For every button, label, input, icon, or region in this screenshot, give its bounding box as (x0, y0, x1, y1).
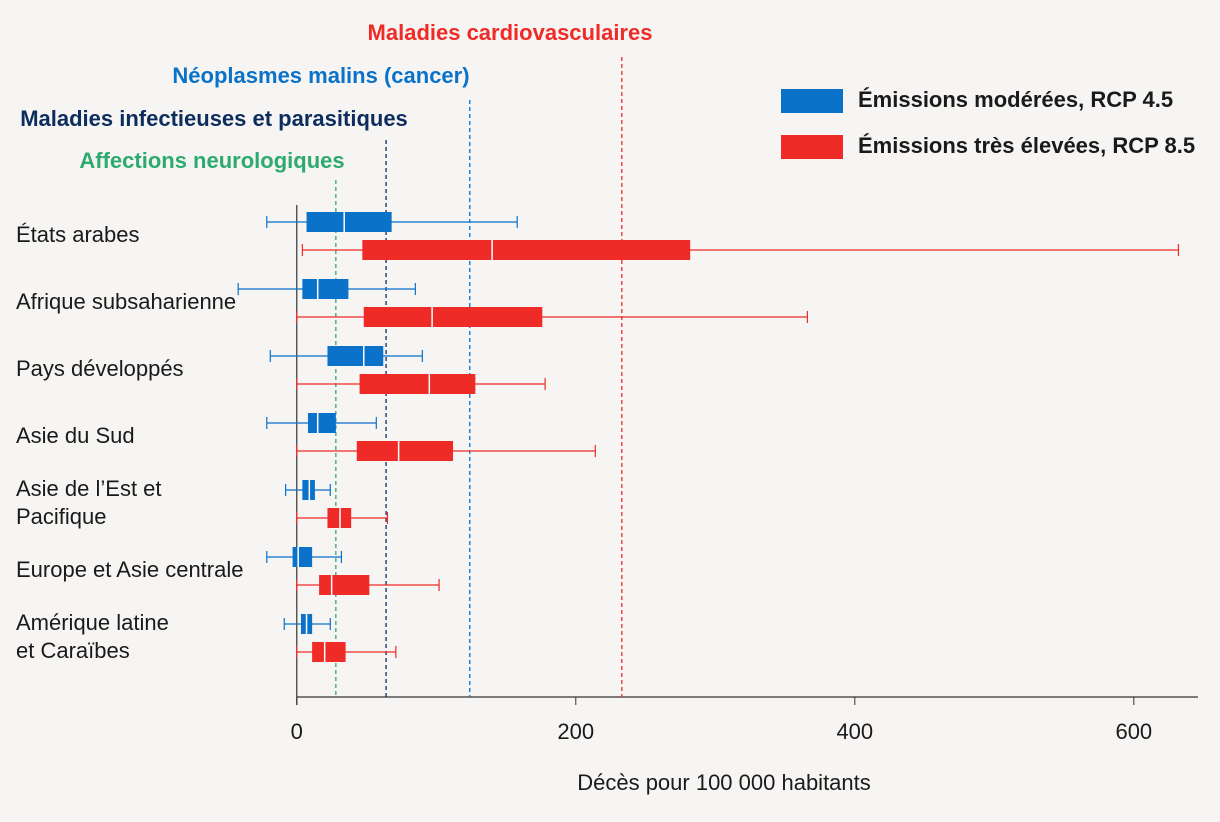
legend-swatch (781, 135, 843, 159)
legend-label: Émissions modérées, RCP 4.5 (858, 87, 1173, 112)
x-axis-label: Décès pour 100 000 habitants (577, 770, 871, 795)
box (319, 575, 370, 595)
reference-label: Maladies cardiovasculaires (368, 20, 653, 45)
category-label: Asie du Sud (16, 423, 135, 448)
x-tick-label: 400 (836, 719, 873, 744)
box (306, 212, 392, 232)
category-label: Asie de l’Est et (16, 476, 162, 501)
box (356, 441, 454, 461)
reference-label: Affections neurologiques (79, 148, 344, 173)
category-label: Pacifique (16, 504, 107, 529)
box (327, 346, 384, 366)
box (292, 547, 313, 567)
reference-label: Maladies infectieuses et parasitiques (20, 106, 408, 131)
category-label: Afrique subsaharienne (16, 289, 236, 314)
x-tick-label: 200 (557, 719, 594, 744)
box (363, 307, 543, 327)
category-label: Europe et Asie centrale (16, 557, 243, 582)
box (307, 413, 336, 433)
category-label: États arabes (16, 222, 140, 247)
box (312, 642, 346, 662)
legend-swatch (781, 89, 843, 113)
legend-label: Émissions très élevées, RCP 8.5 (858, 133, 1195, 158)
reference-label: Néoplasmes malins (cancer) (172, 63, 469, 88)
category-label: et Caraïbes (16, 638, 130, 663)
x-tick-label: 600 (1115, 719, 1152, 744)
category-label: Pays développés (16, 356, 184, 381)
x-tick-label: 0 (291, 719, 303, 744)
box (359, 374, 476, 394)
category-label: Amérique latine (16, 610, 169, 635)
box (302, 279, 349, 299)
box (362, 240, 691, 260)
